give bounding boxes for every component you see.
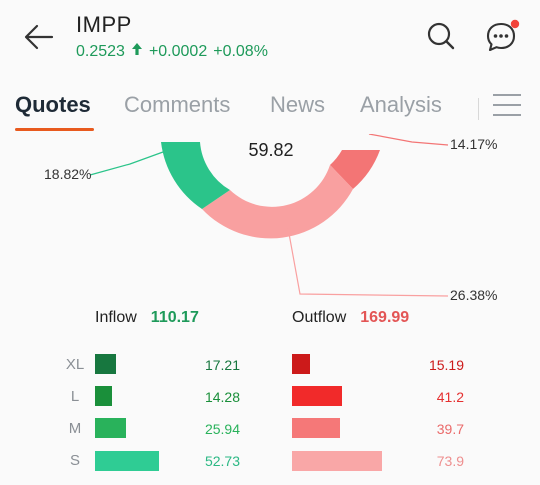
inflow-bar-xl	[95, 354, 116, 374]
inflow-value-m: 25.94	[204, 421, 240, 437]
price-change-percent: +0.08%	[213, 43, 268, 60]
fund-flow-donut-chart	[89, 134, 449, 297]
leader-line-inflow	[89, 151, 164, 176]
donut-slice-inflow-small	[161, 142, 230, 209]
active-tab-indicator	[15, 128, 94, 131]
donut-slice-outflow-medium	[330, 150, 380, 189]
tab-comments[interactable]: Comments	[124, 92, 231, 117]
outflow-value-m: 39.7	[436, 421, 464, 437]
outflow-value-xl: 15.19	[428, 357, 464, 373]
inflow-value-s: 52.73	[204, 453, 240, 469]
tab-bar: Quotes Comments News Analysis	[0, 88, 540, 134]
outflow-bar-s	[292, 451, 382, 471]
inflow-value-l: 14.28	[204, 389, 240, 405]
outflow-label: Outflow	[292, 309, 347, 326]
donut-center-value: 59.82	[248, 140, 294, 160]
row-label-l: L	[70, 388, 80, 405]
inflow-percent-label: 18.82%	[44, 166, 92, 182]
outflow-total: 169.99	[360, 309, 410, 326]
ticker-symbol: IMPP	[76, 12, 132, 37]
inflow-bar-m	[95, 418, 126, 438]
tab-quotes[interactable]: Quotes	[15, 92, 91, 117]
tab-divider	[478, 98, 479, 120]
row-label-xl: XL	[65, 356, 85, 373]
inflow-label: Inflow	[95, 309, 137, 326]
outflow-bar-xl	[292, 354, 310, 374]
inflow-total: 110.17	[150, 309, 199, 326]
inflow-bar-s	[95, 451, 159, 471]
leader-line-outflow-small	[287, 227, 449, 297]
quote-summary: 0.2523 +0.0002 +0.08%	[76, 42, 274, 61]
current-price: 0.2523	[76, 43, 125, 60]
notification-dot	[510, 19, 520, 29]
menu-icon[interactable]	[493, 94, 521, 120]
outflow-value-l: 41.2	[436, 389, 464, 405]
back-arrow-icon[interactable]	[22, 22, 56, 52]
search-icon[interactable]	[425, 20, 457, 52]
tab-analysis[interactable]: Analysis	[360, 92, 442, 117]
inflow-summary: Inflow 110.17	[95, 309, 199, 327]
row-label-s: S	[69, 452, 80, 469]
row-label-m: M	[68, 420, 82, 437]
outflow-summary: Outflow 169.99	[292, 309, 409, 327]
donut-slice-outflow-small	[202, 165, 353, 239]
outflow-value-s: 73.9	[436, 453, 464, 469]
outflow-bar-l	[292, 386, 342, 406]
chat-icon[interactable]	[484, 18, 524, 54]
price-change: +0.0002	[148, 43, 208, 60]
inflow-value-xl: 17.21	[204, 357, 240, 373]
tab-news[interactable]: News	[270, 92, 326, 117]
outflow-small-percent-label: 26.38%	[450, 287, 498, 303]
outflow-medium-percent-label: 14.17%	[450, 136, 498, 152]
leader-line-outflow-medium	[368, 134, 449, 146]
app-header: IMPP 0.2523 +0.0002 +0.08%	[0, 0, 540, 80]
arrow-up-icon	[131, 42, 143, 61]
inflow-bar-l	[95, 386, 112, 406]
outflow-bar-m	[292, 418, 340, 438]
